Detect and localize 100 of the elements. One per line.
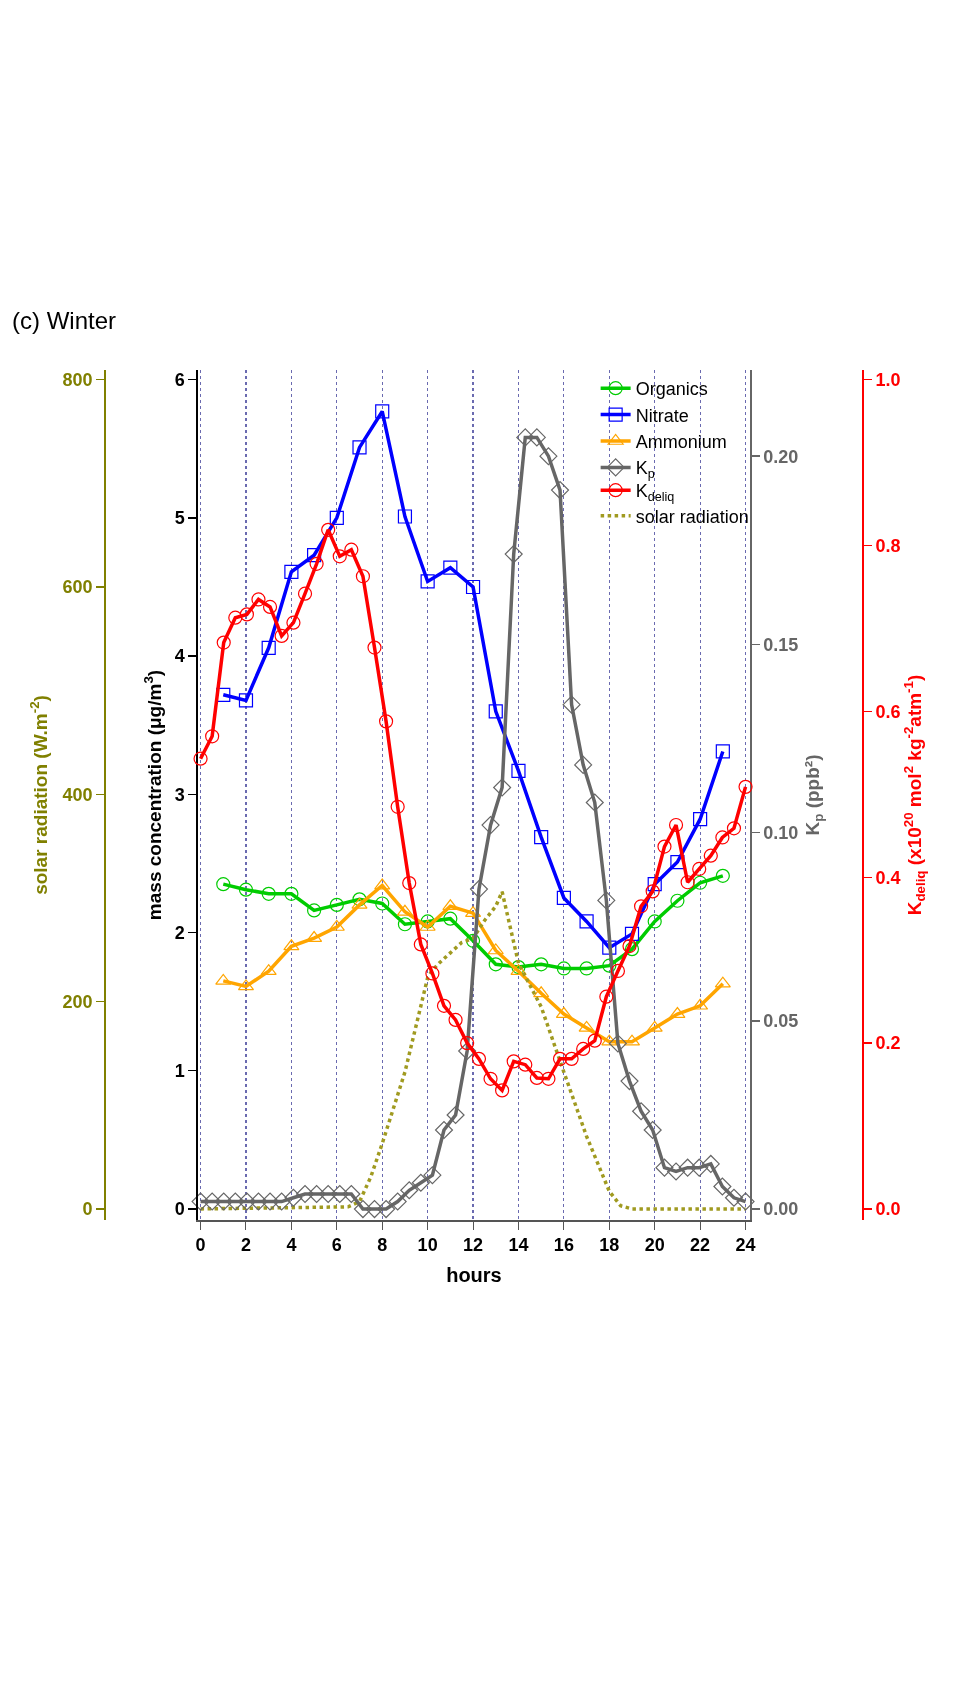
x-tick-label: 22 [690, 1235, 711, 1256]
point [284, 564, 299, 579]
point [585, 793, 604, 812]
x-tick-label: 4 [286, 1235, 297, 1256]
y-tick-label: 0.8 [875, 535, 901, 556]
point [610, 963, 626, 979]
point [516, 428, 535, 447]
point [634, 899, 649, 914]
point [481, 816, 500, 835]
point [692, 998, 709, 1010]
point [506, 1054, 521, 1069]
point [578, 1020, 595, 1032]
point [448, 1012, 463, 1027]
point [238, 693, 254, 708]
point [465, 933, 481, 948]
point [680, 875, 695, 890]
point [239, 607, 254, 622]
point [736, 1192, 755, 1211]
point [443, 911, 458, 926]
point [216, 877, 231, 892]
point [511, 959, 526, 975]
point [260, 964, 277, 976]
point [576, 1041, 591, 1057]
point [670, 893, 685, 908]
x-tick-label: 2 [240, 1235, 251, 1256]
point [469, 880, 489, 899]
x-tick-label: 18 [599, 1235, 620, 1256]
x-tick-label: 10 [417, 1235, 438, 1256]
point [465, 579, 481, 595]
point [556, 890, 571, 906]
point [518, 1057, 533, 1072]
point [388, 1192, 407, 1211]
point [215, 973, 232, 985]
y-tick-label: 0.4 [875, 867, 901, 888]
y-tick-label: 1 [174, 1061, 185, 1082]
x-tick-label: 0 [195, 1235, 206, 1256]
y3-tick-label: 0.10 [763, 822, 799, 843]
point [420, 574, 435, 589]
legend-label: Nitrate [635, 405, 689, 426]
point [400, 1181, 419, 1200]
point [413, 937, 428, 952]
point [423, 1166, 442, 1185]
point [622, 938, 637, 954]
point [342, 1184, 361, 1204]
y3-tick-label: 0.20 [763, 446, 799, 467]
x-tick-label: 14 [508, 1235, 529, 1256]
point [714, 976, 731, 988]
point [261, 1192, 280, 1211]
point [458, 1041, 477, 1061]
point [693, 812, 708, 827]
y-tick-label: 6 [174, 369, 185, 390]
y-tick-label: 1.0 [875, 370, 901, 390]
point [555, 1006, 572, 1018]
point [249, 1192, 268, 1211]
point [191, 1192, 210, 1211]
point [726, 821, 742, 836]
y-tick-label: 4 [174, 646, 185, 667]
point [539, 447, 558, 466]
point [297, 586, 313, 601]
point [419, 919, 436, 931]
y-tick-label: 0.0 [875, 1199, 901, 1220]
point [352, 892, 367, 907]
point [504, 545, 523, 564]
y2-tick-label: 800 [62, 369, 93, 390]
point [645, 884, 660, 899]
point [646, 1020, 663, 1032]
y-tick-label: 3 [174, 784, 185, 805]
point [390, 799, 405, 814]
point [624, 926, 640, 941]
point [487, 943, 504, 955]
point [564, 1051, 579, 1066]
point [329, 897, 344, 912]
point [329, 510, 344, 525]
point [355, 569, 371, 584]
point [377, 1200, 396, 1219]
y2-tick-label: 200 [62, 991, 93, 1012]
point [574, 755, 593, 774]
point [667, 1162, 686, 1181]
point [527, 428, 546, 447]
y3-tick-label: 0.05 [763, 1011, 799, 1032]
y2-tick-label: 600 [62, 577, 93, 598]
point [562, 695, 581, 714]
point [647, 877, 662, 892]
point [214, 1192, 233, 1211]
point [442, 899, 459, 911]
point [643, 1120, 662, 1140]
point [262, 599, 278, 615]
point [295, 1184, 315, 1204]
point [321, 522, 336, 537]
point [715, 830, 730, 845]
y2-tick-label: 0 [82, 1199, 93, 1220]
point [238, 882, 254, 897]
point [375, 896, 390, 911]
point [425, 966, 440, 981]
y-tick-label: 0 [174, 1199, 185, 1220]
point [620, 1072, 639, 1091]
point [587, 1033, 602, 1048]
point [647, 914, 662, 929]
point [669, 1006, 686, 1018]
point [251, 592, 266, 607]
